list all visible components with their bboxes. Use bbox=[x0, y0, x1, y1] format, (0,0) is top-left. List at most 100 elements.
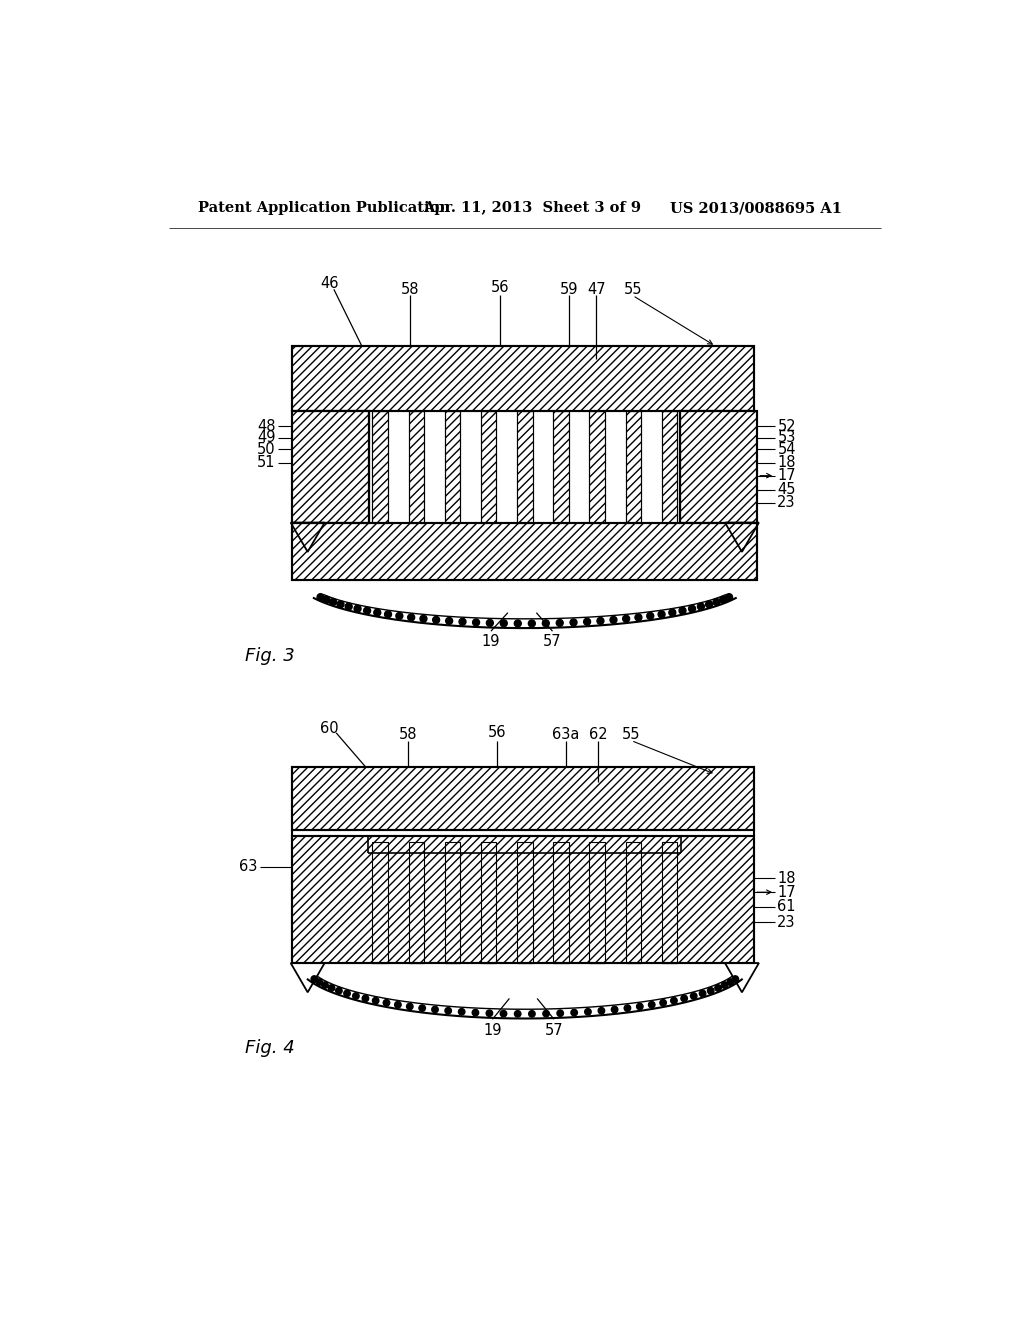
Text: 19: 19 bbox=[483, 1023, 502, 1038]
Circle shape bbox=[419, 1005, 425, 1011]
Circle shape bbox=[394, 1002, 401, 1008]
Bar bbox=[553, 842, 568, 964]
Bar bbox=[590, 842, 605, 964]
Bar bbox=[292, 346, 755, 411]
Bar bbox=[373, 411, 388, 523]
Text: Fig. 3: Fig. 3 bbox=[245, 647, 294, 665]
Bar bbox=[292, 836, 755, 964]
Circle shape bbox=[352, 993, 359, 999]
Bar bbox=[680, 411, 758, 523]
Text: 53: 53 bbox=[777, 430, 796, 445]
Circle shape bbox=[528, 1011, 536, 1018]
Circle shape bbox=[598, 1007, 604, 1014]
Bar bbox=[553, 842, 568, 964]
Bar bbox=[373, 411, 388, 523]
Bar bbox=[626, 842, 641, 964]
Circle shape bbox=[322, 982, 328, 989]
Circle shape bbox=[543, 1010, 549, 1016]
Bar bbox=[292, 523, 758, 581]
Circle shape bbox=[699, 990, 706, 997]
Bar bbox=[662, 411, 677, 523]
Bar bbox=[481, 411, 497, 523]
Text: 17: 17 bbox=[777, 469, 796, 483]
Circle shape bbox=[364, 607, 371, 614]
Circle shape bbox=[637, 1003, 643, 1010]
Bar bbox=[292, 346, 755, 411]
Bar bbox=[292, 836, 755, 964]
Circle shape bbox=[354, 605, 361, 612]
Text: US 2013/0088695 A1: US 2013/0088695 A1 bbox=[670, 202, 842, 215]
Circle shape bbox=[459, 1008, 465, 1015]
Circle shape bbox=[408, 614, 415, 620]
Circle shape bbox=[433, 616, 439, 623]
Text: 57: 57 bbox=[545, 1023, 563, 1038]
Text: 54: 54 bbox=[777, 442, 796, 457]
Bar bbox=[553, 411, 568, 523]
Text: Patent Application Publication: Patent Application Publication bbox=[199, 202, 451, 215]
Text: 50: 50 bbox=[257, 442, 275, 457]
Text: 57: 57 bbox=[543, 635, 562, 649]
Bar bbox=[626, 411, 641, 523]
Bar bbox=[517, 411, 532, 523]
Bar bbox=[662, 842, 677, 964]
Bar bbox=[373, 842, 388, 964]
Text: 18: 18 bbox=[777, 871, 796, 886]
Circle shape bbox=[407, 1003, 413, 1010]
Bar bbox=[517, 842, 532, 964]
Text: Apr. 11, 2013  Sheet 3 of 9: Apr. 11, 2013 Sheet 3 of 9 bbox=[423, 202, 641, 215]
Circle shape bbox=[732, 975, 738, 982]
Text: 51: 51 bbox=[257, 455, 275, 470]
Circle shape bbox=[514, 1011, 521, 1018]
Circle shape bbox=[311, 975, 317, 982]
Circle shape bbox=[659, 999, 667, 1006]
Circle shape bbox=[336, 987, 342, 994]
Circle shape bbox=[597, 618, 604, 624]
Text: 45: 45 bbox=[777, 482, 796, 498]
Bar bbox=[517, 411, 532, 523]
Text: 58: 58 bbox=[398, 727, 417, 742]
Bar bbox=[444, 411, 460, 523]
Text: 55: 55 bbox=[624, 281, 642, 297]
Circle shape bbox=[396, 612, 402, 619]
Circle shape bbox=[556, 619, 563, 627]
Circle shape bbox=[472, 1010, 478, 1016]
Bar bbox=[292, 411, 370, 523]
Bar bbox=[662, 842, 677, 964]
Bar bbox=[680, 411, 758, 523]
Bar bbox=[590, 842, 605, 964]
Circle shape bbox=[585, 1008, 591, 1015]
Circle shape bbox=[679, 607, 686, 614]
Circle shape bbox=[501, 1010, 507, 1016]
Circle shape bbox=[337, 601, 344, 607]
Text: 62: 62 bbox=[589, 727, 607, 742]
Bar bbox=[292, 767, 755, 830]
Circle shape bbox=[459, 618, 466, 626]
Circle shape bbox=[625, 1005, 631, 1011]
Text: 63: 63 bbox=[240, 859, 258, 874]
Circle shape bbox=[383, 999, 390, 1006]
Circle shape bbox=[543, 620, 549, 627]
Text: 58: 58 bbox=[400, 281, 419, 297]
Circle shape bbox=[445, 618, 453, 624]
Bar bbox=[590, 411, 605, 523]
Text: 23: 23 bbox=[777, 915, 796, 929]
Circle shape bbox=[726, 594, 732, 601]
Circle shape bbox=[528, 620, 536, 627]
Bar bbox=[662, 411, 677, 523]
Text: 48: 48 bbox=[257, 418, 275, 434]
Bar bbox=[409, 842, 424, 964]
Text: 23: 23 bbox=[777, 495, 796, 510]
Bar bbox=[409, 842, 424, 964]
Circle shape bbox=[690, 993, 697, 999]
Bar bbox=[517, 842, 532, 964]
Bar bbox=[444, 842, 460, 964]
Circle shape bbox=[648, 1002, 655, 1008]
Bar bbox=[590, 411, 605, 523]
Circle shape bbox=[420, 615, 427, 622]
Bar bbox=[626, 411, 641, 523]
Circle shape bbox=[329, 985, 335, 991]
Bar bbox=[481, 842, 497, 964]
Bar bbox=[481, 411, 497, 523]
Circle shape bbox=[727, 979, 733, 985]
Circle shape bbox=[316, 979, 323, 985]
